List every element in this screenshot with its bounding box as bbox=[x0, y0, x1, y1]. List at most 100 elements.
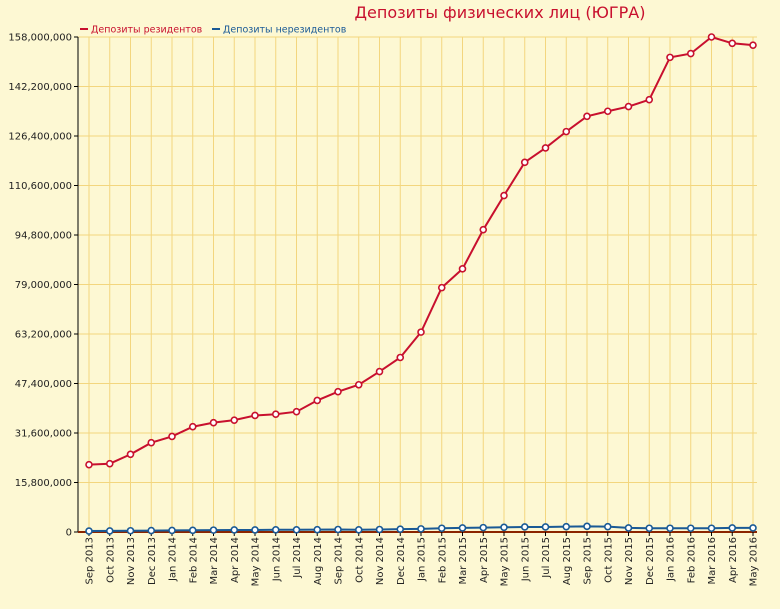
y-tick-label: 63,200,000 bbox=[15, 330, 72, 341]
data-point bbox=[583, 522, 591, 531]
data-point bbox=[105, 459, 114, 468]
data-point bbox=[375, 367, 384, 376]
data-point bbox=[292, 526, 301, 534]
data-point bbox=[230, 416, 239, 424]
data-point bbox=[541, 523, 550, 531]
y-tick-label: 94,800,000 bbox=[15, 231, 72, 242]
series-1 bbox=[85, 33, 757, 469]
data-point bbox=[749, 524, 757, 532]
x-tick-label: Nov 2015 bbox=[624, 537, 635, 585]
grid bbox=[78, 36, 757, 532]
data-point bbox=[583, 112, 591, 121]
data-point bbox=[645, 95, 654, 104]
x-tick-label: Apr 2014 bbox=[230, 537, 241, 583]
data-point bbox=[520, 523, 529, 531]
y-tick-label: 79,000,000 bbox=[15, 280, 72, 291]
y-tick-label: 126,400,000 bbox=[8, 132, 72, 143]
y-axis-ticks: 0 15,800,000 31,600,000 47,400,000 63,200,00… bbox=[8, 33, 78, 539]
x-axis-ticks: Sep 2013 Oct 2013 Nov 2013 Dec 2013 Jan 2014… bbox=[85, 532, 760, 586]
data-point bbox=[251, 526, 259, 534]
legend-label: Депозиты резидентов bbox=[91, 25, 203, 36]
x-tick-label: Sep 2014 bbox=[334, 537, 345, 584]
data-point bbox=[354, 526, 363, 534]
data-point bbox=[375, 525, 384, 534]
data-point bbox=[85, 460, 93, 469]
y-tick-label: 158,000,000 bbox=[8, 33, 72, 44]
data-point bbox=[251, 411, 259, 420]
data-point bbox=[686, 524, 695, 533]
y-tick-label: 110,600,000 bbox=[8, 181, 72, 192]
data-point bbox=[230, 526, 239, 534]
data-point bbox=[707, 524, 716, 533]
x-tick-label: Jun 2015 bbox=[520, 537, 531, 582]
y-tick-label: 31,600,000 bbox=[15, 429, 72, 440]
x-tick-label: Sep 2013 bbox=[85, 537, 96, 584]
data-point bbox=[437, 283, 446, 292]
data-point bbox=[728, 524, 737, 532]
x-tick-label: Apr 2015 bbox=[479, 537, 490, 583]
x-tick-label: Oct 2015 bbox=[603, 537, 614, 583]
data-point bbox=[645, 524, 654, 533]
data-point bbox=[147, 526, 156, 535]
data-point bbox=[479, 225, 488, 234]
data-point bbox=[728, 39, 737, 48]
data-point bbox=[500, 523, 508, 532]
x-tick-label: Jul 2014 bbox=[292, 537, 303, 579]
x-tick-label: Mar 2014 bbox=[209, 537, 220, 585]
x-tick-label: Mar 2015 bbox=[458, 537, 469, 585]
legend: Депозиты резидентов Депозиты нерезидентов bbox=[80, 25, 347, 36]
data-point bbox=[126, 526, 135, 535]
data-point bbox=[147, 438, 156, 447]
x-tick-label: Jan 2014 bbox=[168, 537, 179, 582]
x-tick-label: Aug 2014 bbox=[313, 537, 324, 585]
x-tick-label: Dec 2014 bbox=[396, 537, 407, 585]
data-point bbox=[437, 524, 446, 533]
data-point bbox=[417, 525, 425, 533]
data-point bbox=[188, 422, 197, 431]
data-point bbox=[562, 127, 571, 136]
data-point bbox=[500, 191, 508, 200]
data-point bbox=[209, 418, 218, 427]
data-point bbox=[749, 41, 757, 49]
data-point bbox=[188, 526, 197, 535]
chart-title: Депозиты физических лиц (ЮГРА) bbox=[355, 3, 646, 22]
data-point bbox=[271, 410, 280, 419]
data-point bbox=[417, 328, 425, 336]
series-2 bbox=[85, 522, 757, 535]
y-tick-label: 15,800,000 bbox=[15, 478, 72, 489]
data-point bbox=[396, 525, 405, 533]
data-point bbox=[126, 450, 135, 459]
x-tick-label: Apr 2016 bbox=[728, 537, 739, 583]
x-tick-label: Sep 2015 bbox=[583, 537, 594, 584]
x-tick-label: May 2015 bbox=[500, 537, 511, 586]
data-point bbox=[479, 523, 488, 532]
x-tick-label: Nov 2013 bbox=[126, 537, 137, 585]
data-point bbox=[168, 526, 176, 535]
data-point bbox=[334, 525, 342, 534]
data-point bbox=[666, 53, 674, 62]
y-tick-label: 142,200,000 bbox=[8, 82, 72, 93]
data-point bbox=[85, 527, 93, 535]
x-tick-label: May 2016 bbox=[749, 537, 760, 586]
x-tick-label: Jan 2015 bbox=[417, 537, 428, 582]
data-point bbox=[603, 522, 612, 531]
x-tick-label: Jun 2014 bbox=[271, 537, 282, 582]
data-point bbox=[541, 144, 550, 152]
data-point bbox=[313, 525, 322, 534]
data-point bbox=[458, 265, 467, 273]
legend-label: Депозиты нерезидентов bbox=[223, 25, 347, 36]
data-point bbox=[354, 380, 363, 389]
data-point bbox=[105, 527, 114, 535]
data-point bbox=[686, 49, 695, 58]
series-group bbox=[85, 33, 757, 535]
x-tick-label: Oct 2013 bbox=[105, 537, 116, 583]
x-tick-label: Aug 2015 bbox=[562, 537, 573, 585]
data-point bbox=[334, 387, 342, 396]
data-point bbox=[603, 107, 612, 116]
data-point bbox=[520, 158, 529, 167]
x-tick-label: May 2014 bbox=[251, 537, 262, 586]
data-point bbox=[458, 524, 467, 532]
data-point bbox=[271, 526, 280, 534]
data-point bbox=[168, 432, 176, 441]
